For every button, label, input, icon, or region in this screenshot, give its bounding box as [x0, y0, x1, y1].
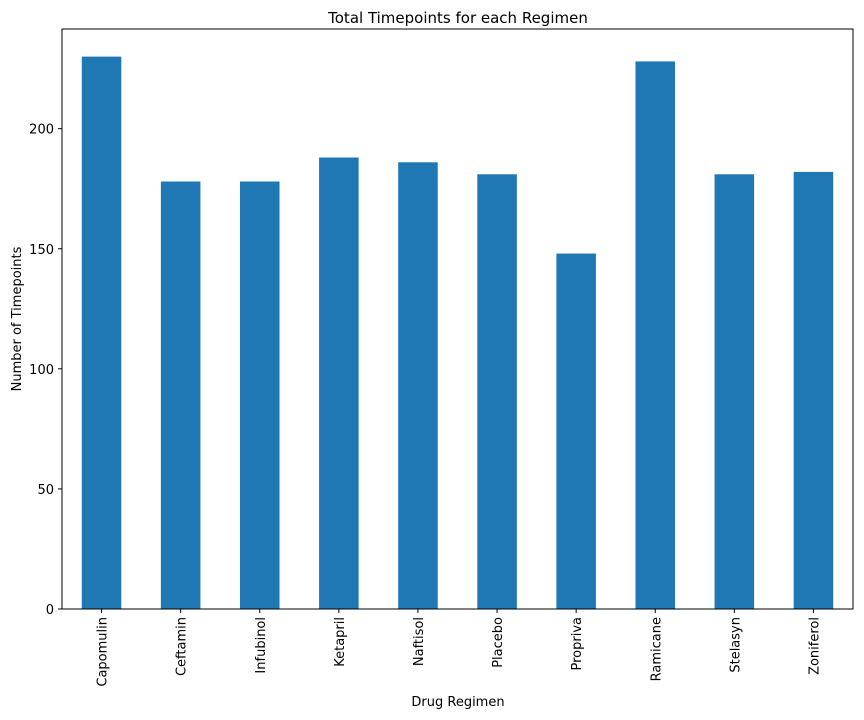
x-tick-label: Ketapril [333, 617, 348, 667]
bars-group [81, 56, 834, 610]
x-tick-label: Stelasyn [728, 617, 743, 673]
bar-placebo [477, 174, 517, 609]
plot-area-frame [61, 28, 854, 610]
bar-zoniferol [793, 171, 834, 609]
y-tick-label: 0 [46, 603, 54, 618]
x-tick-label: Placebo [491, 617, 506, 668]
x-tick-label: Ramicane [649, 617, 664, 681]
bar-capomulin [81, 56, 122, 610]
bar-ketapril [319, 157, 359, 609]
y-tick-label: 50 [37, 483, 54, 498]
chart-title: Total Timepoints for each Regimen [327, 9, 588, 27]
y-axis-ticks: 0 50 100 150 200 [29, 123, 62, 618]
x-tick-label: Naftisol [412, 617, 427, 666]
x-axis-ticks: Capomulin Ceftamin Infubinol Ketapril Naftis… [96, 609, 822, 687]
x-tick-label: Zoniferol [807, 617, 822, 675]
x-tick-label: Capomulin [96, 617, 111, 687]
y-tick-label: 100 [29, 363, 54, 378]
y-tick-label: 200 [29, 123, 54, 138]
bar-naftisol [398, 162, 438, 609]
y-axis-title: Number of Timepoints [10, 246, 25, 391]
bar-infubinol [239, 181, 280, 609]
bar-ramicane [635, 61, 676, 609]
bar-ceftamin [160, 181, 201, 609]
x-tick-label: Infubinol [254, 617, 269, 674]
x-axis-title: Drug Regimen [411, 695, 504, 710]
x-tick-label: Propriva [570, 617, 585, 671]
y-tick-label: 150 [29, 243, 54, 258]
bar-stelasyn [714, 174, 755, 609]
bar-propriva [556, 253, 596, 609]
x-tick-label: Ceftamin [175, 617, 190, 676]
